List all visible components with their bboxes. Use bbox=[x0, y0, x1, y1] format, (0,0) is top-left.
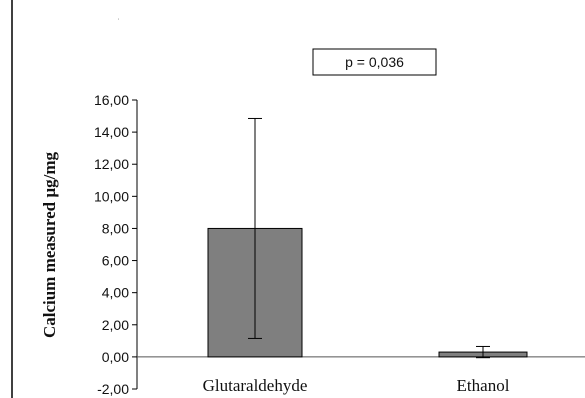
y-tick-label: 2,00 bbox=[102, 317, 129, 333]
y-tick-label: 6,00 bbox=[102, 253, 129, 269]
annotation-box bbox=[312, 48, 437, 76]
y-axis-ticks: -2,00 0,00 2,00 4,00 6,00 8,00 10,00 12,00 14,00… bbox=[94, 92, 137, 397]
corner-mark: ᵢ bbox=[118, 16, 119, 21]
y-tick-label: -2,00 bbox=[97, 381, 129, 397]
y-tick-label: 8,00 bbox=[102, 220, 129, 236]
y-tick-label: 16,00 bbox=[94, 92, 129, 108]
y-axis-title: Calcium measured µg/mg bbox=[40, 151, 59, 338]
category-label: Glutaraldehyde bbox=[203, 376, 308, 395]
annotation-p-value: p = 0,036 bbox=[345, 54, 404, 70]
category-label: Ethanol bbox=[457, 376, 510, 395]
bars bbox=[207, 117, 528, 359]
y-tick-label: 12,00 bbox=[94, 156, 129, 172]
y-tick-label: 4,00 bbox=[102, 285, 129, 301]
y-tick-label: 14,00 bbox=[94, 124, 129, 140]
category-labels: Glutaraldehyde Ethanol bbox=[203, 376, 510, 395]
y-tick-label: 10,00 bbox=[94, 188, 129, 204]
y-tick-label: 0,00 bbox=[102, 349, 129, 365]
